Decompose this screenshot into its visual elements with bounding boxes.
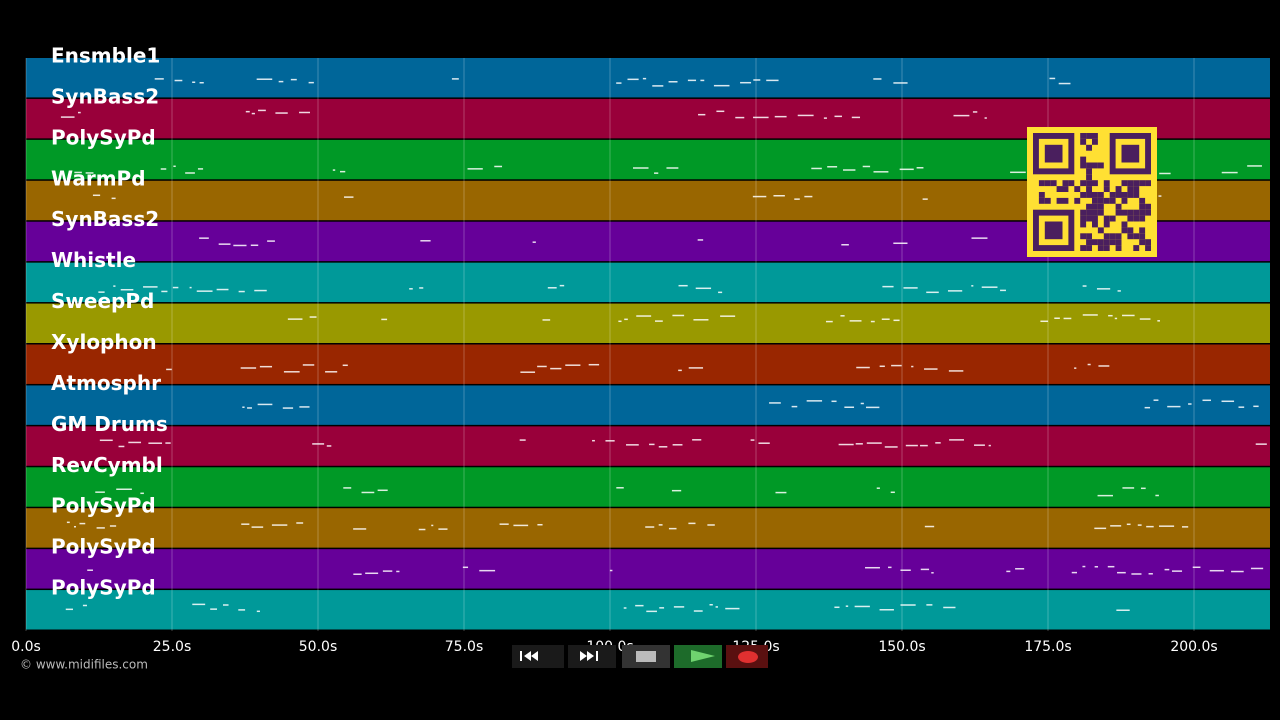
track-row <box>26 590 1270 630</box>
track-row <box>26 467 1270 507</box>
tick-label: 25.0s <box>153 639 191 655</box>
track-label: WarmPd <box>51 166 146 190</box>
track-row <box>26 262 1270 303</box>
notes <box>60 77 1267 613</box>
track-row <box>26 344 1270 384</box>
track-label: Whistle <box>51 248 136 272</box>
stop-button[interactable] <box>622 645 670 668</box>
track-label: SweepPd <box>51 289 154 313</box>
track-label: PolySyPd <box>51 494 156 518</box>
track-label: SynBass2 <box>51 207 159 231</box>
track-row <box>26 58 1270 98</box>
play-button[interactable] <box>674 645 722 668</box>
copyright: © www.midifiles.com <box>20 658 148 672</box>
track-row <box>26 549 1270 589</box>
track-label: SynBass2 <box>51 84 159 108</box>
track-labels: Ensmble1 SynBass2 PolySyPd WarmPd SynBass2 Wh… <box>51 44 168 600</box>
rewind-button[interactable] <box>512 645 564 668</box>
transport-controls <box>512 645 768 668</box>
track-label: PolySyPd <box>51 535 156 559</box>
track-label: Ensmble1 <box>51 44 160 68</box>
tick-label: 50.0s <box>299 639 337 655</box>
track-row <box>26 303 1270 343</box>
tick-label: 150.0s <box>878 639 925 655</box>
fast-forward-button[interactable] <box>568 645 616 668</box>
track-row <box>26 426 1270 466</box>
tick-label: 175.0s <box>1024 639 1071 655</box>
qr-code <box>1027 127 1157 257</box>
time-grid <box>25 58 1195 631</box>
tick-label: 200.0s <box>1170 639 1217 655</box>
track-label: RevCymbl <box>51 453 163 477</box>
record-button[interactable] <box>726 645 768 668</box>
track-label: PolySyPd <box>51 125 156 149</box>
track-label: GM Drums <box>51 412 168 436</box>
track-row <box>26 508 1270 548</box>
track-label: Xylophon <box>51 330 157 354</box>
track-row <box>26 385 1270 425</box>
track-label: Atmosphr <box>51 371 161 395</box>
tick-label: 0.0s <box>11 639 41 655</box>
track-label: PolySyPd <box>51 576 156 600</box>
tick-label: 75.0s <box>445 639 483 655</box>
